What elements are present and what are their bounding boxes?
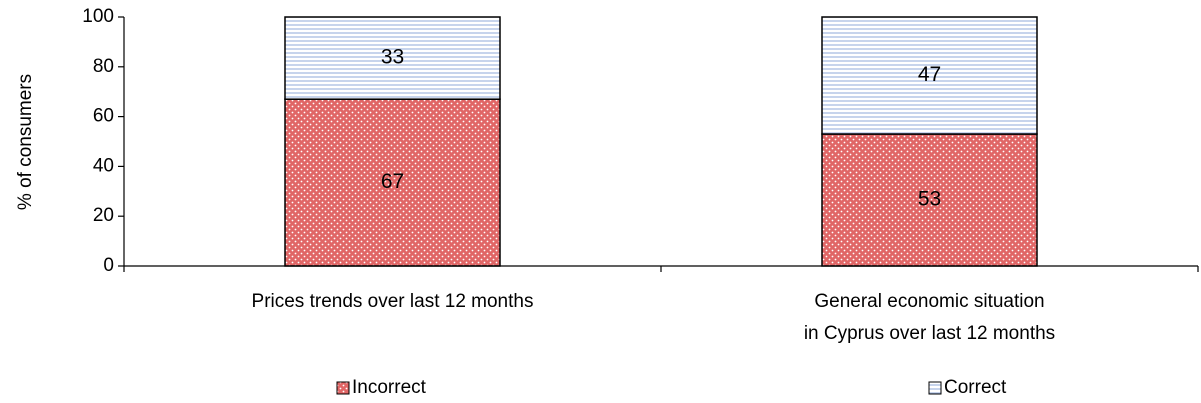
y-axis: 0 20 40 60 80 100	[82, 6, 125, 276]
bar-segment-correct	[284, 16, 501, 100]
legend: Incorrect Correct	[336, 377, 1007, 398]
y-axis-label: % of consumers	[15, 74, 36, 210]
legend-swatch	[928, 381, 942, 395]
bar-segment-correct	[821, 16, 1038, 135]
y-tick-label: 80	[93, 56, 114, 77]
x-category-label: in Cyprus over last 12 months	[804, 323, 1055, 344]
y-tick-label: 20	[93, 205, 114, 226]
legend-label: Correct	[944, 377, 1007, 398]
bars: 67 33 53 47	[284, 16, 1038, 267]
x-axis: Prices trends over last 12 months General…	[123, 265, 1199, 344]
bar-segment-incorrect	[821, 133, 1038, 267]
data-label: 67	[381, 170, 404, 193]
data-label: 47	[918, 63, 941, 86]
x-category-label: Prices trends over last 12 months	[252, 291, 534, 312]
y-tick-label: 0	[103, 255, 114, 276]
legend-swatch	[336, 381, 350, 395]
legend-item-incorrect: Incorrect	[336, 377, 427, 398]
data-label: 53	[918, 188, 941, 211]
y-tick-label: 40	[93, 155, 114, 176]
data-label: 33	[381, 46, 404, 69]
legend-label: Incorrect	[352, 377, 427, 398]
y-tick-label: 100	[82, 6, 114, 27]
x-category-label: General economic situation	[814, 291, 1044, 312]
y-tick-label: 60	[93, 106, 114, 127]
legend-item-correct: Correct	[928, 377, 1007, 398]
